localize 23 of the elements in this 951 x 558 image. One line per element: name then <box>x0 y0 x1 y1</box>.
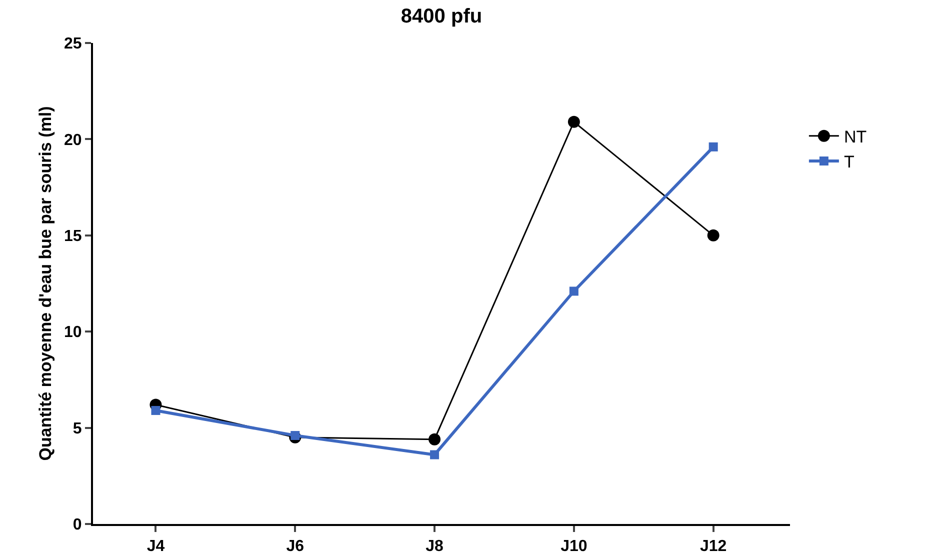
point <box>430 450 440 460</box>
legend-label: NT <box>844 128 867 146</box>
point <box>707 229 720 242</box>
y-axis-title: Quantité moyenne d'eau bue par souris (ml) <box>36 106 56 461</box>
point <box>428 433 441 446</box>
point <box>568 116 580 128</box>
y-tick-label: 25 <box>64 36 82 53</box>
x-tick-label: J4 <box>146 538 165 556</box>
x-tick-label: J8 <box>426 538 444 556</box>
x-tick-label: J12 <box>700 538 727 556</box>
point <box>151 406 160 415</box>
x-tick-label: J6 <box>286 538 304 556</box>
point <box>708 142 718 152</box>
chart-title: 8400 pfu <box>400 5 482 28</box>
legend-label: T <box>844 152 854 172</box>
y-tick-label: 10 <box>64 324 82 342</box>
x-tick-label: J10 <box>560 538 588 556</box>
y-tick-label: 5 <box>72 420 82 438</box>
point <box>290 431 300 440</box>
y-tick-label: 20 <box>64 132 82 149</box>
point <box>569 286 578 296</box>
y-tick-label: 15 <box>64 228 82 245</box>
y-tick-label: 0 <box>72 516 82 534</box>
